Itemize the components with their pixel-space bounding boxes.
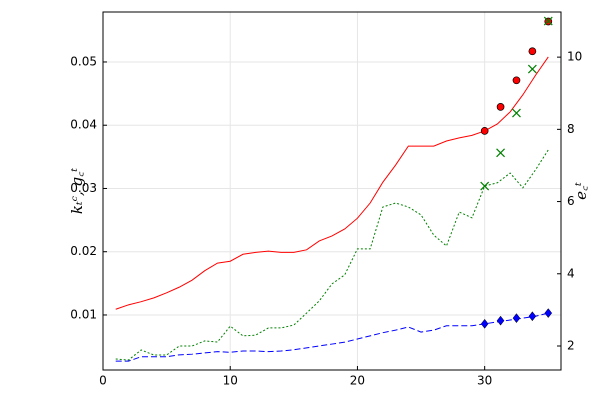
y2-axis-label: e꜀ᵗ	[572, 182, 590, 200]
x-tick-label: 0	[99, 374, 107, 388]
point	[496, 148, 505, 158]
point	[512, 108, 521, 118]
x-tick-label: 20	[350, 374, 365, 388]
point	[480, 318, 489, 329]
y-tick-label: 0.04	[70, 118, 97, 132]
point	[512, 76, 521, 85]
series-line	[115, 312, 549, 362]
y-tick-label: 0.02	[70, 244, 97, 258]
point	[480, 181, 490, 191]
x-tick-label: 10	[223, 374, 238, 388]
y-tick-label: 0.05	[70, 54, 97, 68]
point	[528, 311, 537, 322]
series-line	[115, 149, 549, 361]
y-axis-label: kₜᶜ, g꜀ᵗ	[68, 168, 86, 214]
point	[512, 313, 521, 324]
plot-frame	[102, 11, 562, 371]
point	[527, 64, 537, 74]
point	[528, 47, 537, 56]
y2-tick-label: 8	[567, 122, 575, 136]
point	[496, 103, 505, 111]
y2-tick-label: 2	[567, 338, 575, 352]
y2-tick-label: 4	[567, 266, 575, 280]
y-tick-label: 0.03	[70, 181, 97, 195]
point	[480, 127, 489, 135]
y2-tick-label: 10	[567, 50, 582, 64]
x-tick-label: 30	[477, 374, 492, 388]
point	[496, 315, 505, 326]
y-tick-label: 0.01	[70, 307, 97, 321]
series-line	[115, 56, 549, 310]
point	[544, 308, 553, 318]
point	[543, 16, 553, 26]
y2-tick-label: 6	[567, 194, 575, 208]
